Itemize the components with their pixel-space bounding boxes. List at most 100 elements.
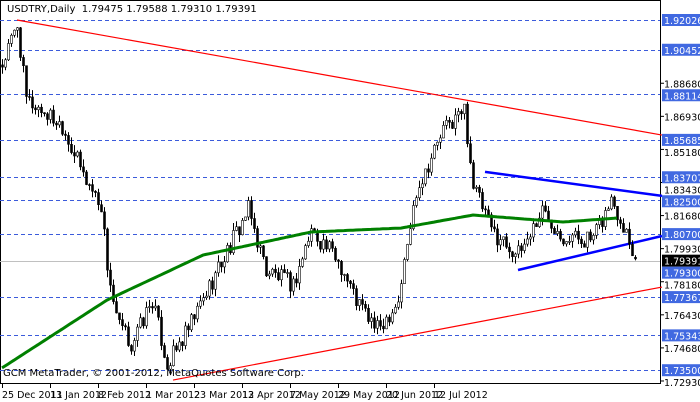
level-label: 1.90452 — [664, 46, 700, 57]
level-label: 1.83707 — [664, 173, 700, 184]
candle-bear — [115, 301, 118, 314]
candle-bull — [598, 220, 601, 225]
current-price-label: 1.79391 — [664, 257, 700, 268]
candle-bear — [28, 96, 31, 98]
candle-bear — [43, 112, 46, 115]
y-tick-label: 1.79930 — [664, 245, 700, 256]
copyright-text: GCM MetaTrader, © 2001-2012, MetaQuotes … — [3, 368, 304, 379]
candle-bear — [94, 190, 97, 193]
candle-bear — [118, 312, 121, 320]
candle-bear — [355, 288, 358, 306]
candle-bull — [244, 216, 247, 221]
candle-bear — [325, 239, 328, 250]
candle-bear — [106, 228, 109, 271]
candle-bear — [319, 241, 322, 250]
candle-bear — [334, 247, 337, 261]
candle-bear — [157, 305, 160, 318]
candle-bull — [145, 307, 148, 327]
level-label-bg — [662, 266, 700, 279]
level-label: 1.75343 — [664, 331, 700, 342]
candle-bear — [175, 345, 178, 351]
candle-bear — [151, 306, 154, 309]
level-label-bg — [662, 329, 700, 342]
candle-bull — [139, 317, 142, 328]
moving-average-line — [1, 213, 618, 370]
candle-bull — [421, 183, 424, 189]
candle-bear — [34, 107, 37, 111]
candle-bull — [307, 240, 310, 246]
candle-bull — [172, 345, 175, 366]
level-label: 1.80700 — [664, 230, 700, 241]
candle-bull — [439, 137, 442, 143]
candle-bull — [538, 217, 541, 227]
level-label-bg — [662, 43, 700, 56]
candle-bear — [481, 192, 484, 210]
candle-bear — [166, 357, 169, 370]
level-label-bg — [662, 228, 700, 241]
level-label: 1.85685 — [664, 136, 700, 147]
candle-bear — [262, 245, 265, 257]
level-label-bg — [662, 14, 700, 26]
x-tick-label: 7 May 2012 — [290, 390, 346, 401]
candle-bull — [574, 230, 577, 236]
candle-bear — [580, 238, 583, 244]
candle-bull — [457, 111, 460, 116]
candle-bear — [67, 135, 70, 145]
chart-header: USDTRY,Daily 1.79475 1.79588 1.79310 1.7… — [7, 4, 257, 15]
y-tick-label: 1.76430 — [664, 311, 700, 322]
y-tick-label: 1.86930 — [664, 112, 700, 123]
x-tick-label: 25 Dec 2011 — [2, 390, 63, 401]
candle-bull — [592, 235, 595, 241]
candle-bull — [517, 245, 520, 255]
y-tick-label: 1.81680 — [664, 212, 700, 223]
candle-bull — [133, 340, 136, 352]
candle-bull — [502, 236, 505, 240]
candle-bear — [472, 162, 475, 189]
y-tick-label: 1.85180 — [664, 148, 700, 159]
candle-bull — [136, 326, 139, 341]
candle-bear — [277, 272, 280, 281]
candle-bear — [283, 269, 286, 273]
candle-bull — [400, 283, 403, 303]
candle-bull — [556, 231, 559, 234]
candle-bear — [583, 243, 586, 248]
candle-bull — [412, 205, 415, 229]
candle-bull — [541, 205, 544, 219]
candle-bear — [109, 269, 112, 286]
candle-bear — [337, 259, 340, 262]
candle-bear — [70, 144, 73, 153]
candle-bear — [361, 299, 364, 305]
candle-bull — [223, 261, 226, 268]
candle-bull — [571, 234, 574, 242]
candle-bull — [169, 365, 172, 370]
candle-bull — [445, 120, 448, 126]
candle-bear — [160, 316, 163, 346]
candle-bull — [7, 43, 10, 61]
candle-bull — [328, 241, 331, 250]
y-tick-label: 1.74680 — [664, 344, 700, 355]
candle-bear — [631, 243, 634, 257]
candle-bull — [454, 114, 457, 129]
candle-bull — [397, 301, 400, 308]
candle-bear — [619, 219, 622, 224]
candle-bear — [484, 208, 487, 211]
level-label-bg — [662, 89, 700, 102]
candle-bear — [187, 325, 190, 331]
candle-bear — [1, 64, 4, 68]
candle-bull — [196, 305, 199, 320]
candle-bear — [121, 319, 124, 326]
candle-bear — [427, 168, 430, 173]
candle-bear — [634, 256, 637, 260]
candle-bull — [499, 239, 502, 246]
candle-bull — [76, 151, 79, 157]
candle-bear — [142, 317, 145, 327]
candle-bear — [55, 122, 58, 126]
candle-bear — [112, 284, 115, 302]
candle-bear — [478, 186, 481, 193]
level-label-bg — [662, 291, 700, 304]
candle-bear — [451, 121, 454, 129]
level-label-bg — [662, 195, 700, 208]
candle-bear — [388, 316, 391, 323]
candle-bear — [46, 113, 49, 120]
candle-bull — [226, 245, 229, 263]
